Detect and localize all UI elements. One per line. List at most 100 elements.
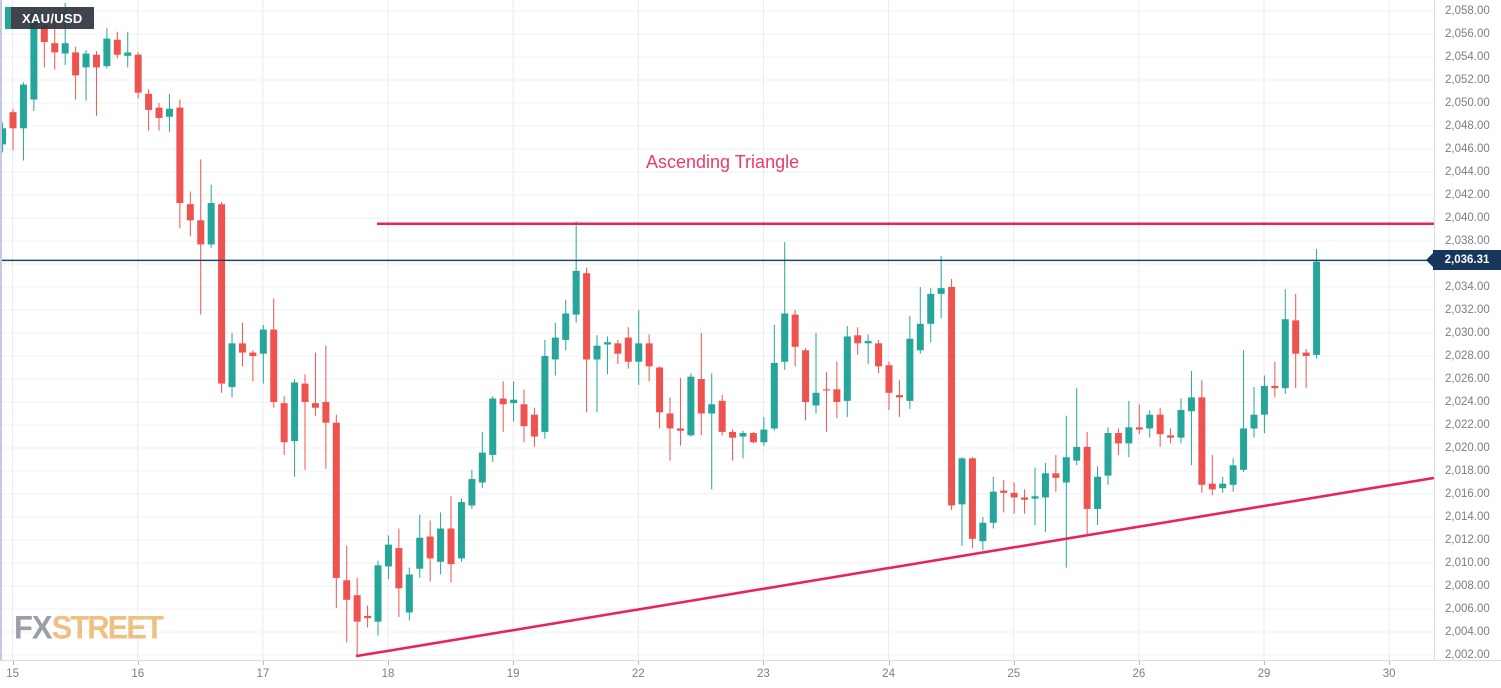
y-axis-label: 2,020.00 xyxy=(1445,442,1490,454)
candle-body xyxy=(301,383,309,402)
candle-body xyxy=(103,38,111,67)
candle-body xyxy=(802,350,810,402)
candle-body xyxy=(603,342,611,345)
time-axis[interactable]: 15 16 17 18 19 22 23 24 25 26 29 30 xyxy=(0,660,1501,688)
candle-body xyxy=(927,293,935,324)
candle-body xyxy=(1041,473,1049,498)
time-tick xyxy=(1138,661,1140,665)
y-axis-label: 2,046.00 xyxy=(1445,143,1490,155)
candle-body xyxy=(353,595,361,622)
candle-body xyxy=(583,273,591,360)
candle-body xyxy=(1198,397,1206,485)
time-tick xyxy=(388,661,390,665)
price-tag-arrow xyxy=(1426,253,1433,268)
candle-body xyxy=(1021,497,1029,500)
candle-body xyxy=(697,379,705,414)
candle-body xyxy=(666,413,674,429)
x-axis-label: 23 xyxy=(757,668,770,680)
candle-body xyxy=(0,128,7,145)
candle-body xyxy=(72,52,80,76)
candle-body xyxy=(478,452,486,483)
candle-body xyxy=(572,270,580,315)
y-axis-label: 2,038.00 xyxy=(1445,235,1490,247)
candle-body xyxy=(541,356,549,432)
candle-body xyxy=(395,548,403,589)
y-axis-label: 2,018.00 xyxy=(1445,465,1490,477)
y-axis-label: 2,012.00 xyxy=(1445,534,1490,546)
x-axis-label: 15 xyxy=(6,668,19,680)
candle-body xyxy=(1240,428,1248,470)
candle-body xyxy=(165,108,173,117)
candle-body xyxy=(457,502,465,559)
y-axis-label: 2,030.00 xyxy=(1445,327,1490,339)
candle-body xyxy=(332,422,340,578)
candle-body xyxy=(551,337,559,360)
time-tick xyxy=(1013,661,1015,665)
x-axis-label: 24 xyxy=(882,668,895,680)
y-axis-label: 2,052.00 xyxy=(1445,74,1490,86)
candle-body xyxy=(30,14,38,100)
candle-body xyxy=(1052,473,1060,478)
candle-body xyxy=(61,43,69,54)
y-axis-label: 2,016.00 xyxy=(1445,488,1490,500)
chart-plot[interactable] xyxy=(0,0,1434,660)
candle-body xyxy=(270,329,278,402)
candle-body xyxy=(1146,414,1154,429)
candle-body xyxy=(1010,492,1018,498)
candle-body xyxy=(416,537,424,569)
candle-body xyxy=(645,343,653,367)
candle-body xyxy=(1281,319,1289,389)
candle-body xyxy=(280,403,288,443)
candle-body xyxy=(384,544,392,567)
candle-body xyxy=(656,367,664,413)
candle-body xyxy=(979,522,987,542)
pattern-annotation-label[interactable]: Ascending Triangle xyxy=(646,152,800,172)
x-axis-label: 22 xyxy=(631,668,645,680)
candle-body xyxy=(739,433,747,437)
time-tick xyxy=(888,661,890,665)
candle-body xyxy=(238,343,246,353)
symbol-badge[interactable]: XAU/USD xyxy=(5,7,94,29)
plot-left-border xyxy=(0,0,2,660)
candle-body xyxy=(1125,427,1133,444)
y-axis-label: 2,054.00 xyxy=(1445,51,1490,63)
candle-body xyxy=(1313,261,1321,355)
candle-body xyxy=(291,382,299,442)
candle-body xyxy=(781,313,789,362)
candle-body xyxy=(468,479,476,506)
price-axis[interactable]: 2,058.00 2,056.00 2,054.00 2,052.00 2,050.00… xyxy=(1434,0,1501,661)
candle-body xyxy=(854,335,862,344)
candle-body xyxy=(249,352,257,356)
candle-body xyxy=(134,54,142,93)
candle-body xyxy=(1219,483,1227,489)
time-tick xyxy=(1389,661,1391,665)
candle-body xyxy=(1104,433,1112,476)
x-axis-label: 16 xyxy=(131,668,145,680)
candle-body xyxy=(562,313,570,340)
symbol-label: XAU/USD xyxy=(11,7,94,29)
candle-body xyxy=(82,53,90,68)
candle-body xyxy=(1062,457,1070,483)
candle-body xyxy=(749,433,757,443)
y-axis-label: 2,034.00 xyxy=(1445,281,1490,293)
time-tick xyxy=(12,661,14,665)
candle-body xyxy=(145,93,153,110)
x-axis-label: 19 xyxy=(506,668,520,680)
candle-body xyxy=(937,288,945,294)
y-axis-label: 2,024.00 xyxy=(1445,396,1490,408)
candle-body xyxy=(405,574,413,613)
time-tick xyxy=(638,661,640,665)
time-tick xyxy=(137,661,139,665)
candle-body xyxy=(426,536,434,559)
candle-body xyxy=(1156,414,1164,435)
support-trendline[interactable] xyxy=(355,476,1434,658)
candle-body xyxy=(113,39,121,55)
y-axis-label: 2,026.00 xyxy=(1445,373,1490,385)
candle-body xyxy=(124,52,132,56)
candle-body xyxy=(155,107,163,118)
y-axis-label: 2,040.00 xyxy=(1445,212,1490,224)
candle-body xyxy=(1187,397,1195,412)
candle-body xyxy=(687,376,695,436)
candle-body xyxy=(437,528,445,562)
candle-body xyxy=(176,107,184,204)
